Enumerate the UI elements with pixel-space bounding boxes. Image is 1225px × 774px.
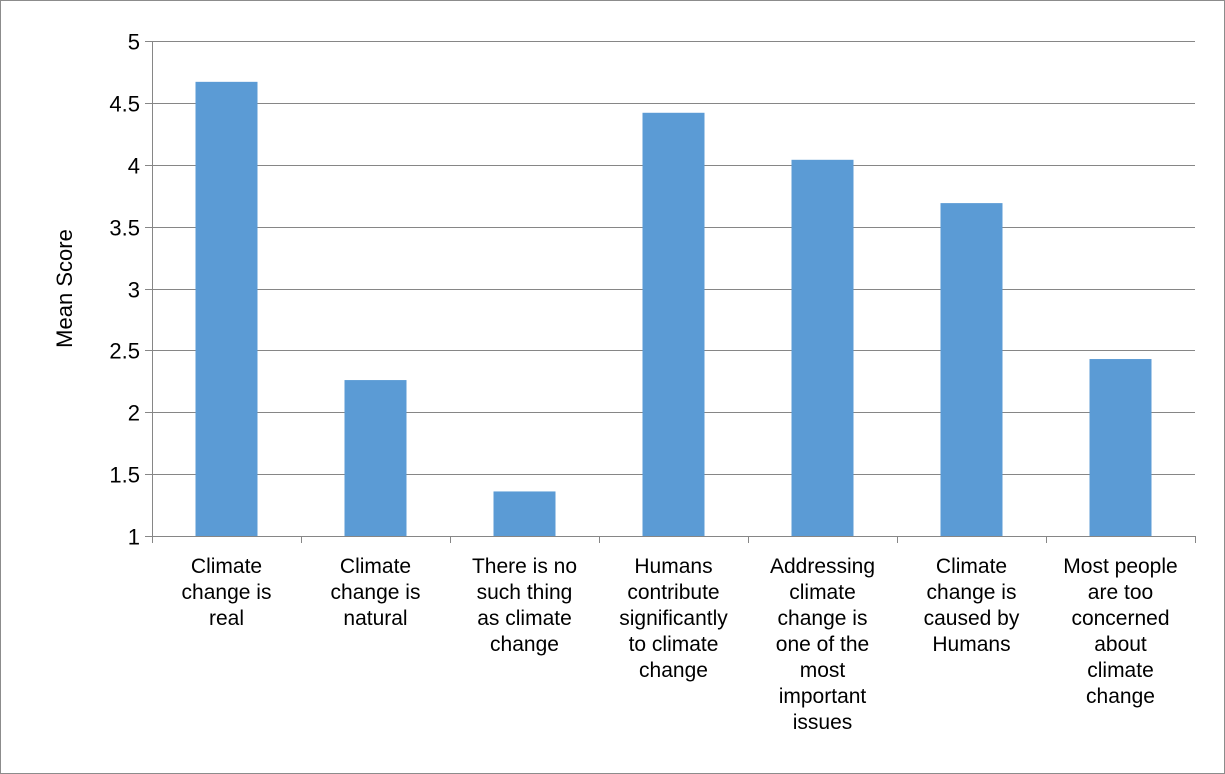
bars [195, 81, 1152, 537]
x-category-label-line: to climate [629, 633, 719, 656]
y-tick-label: 5 [128, 30, 140, 55]
x-category-label-line: Climate [936, 555, 1007, 578]
x-category-label-line: important [779, 685, 867, 708]
y-axis-title: Mean Score [52, 229, 77, 348]
x-category-label-line: natural [343, 607, 407, 630]
x-category-label: Climate change is caused by Humans [924, 555, 1020, 656]
y-tick-label: 1.5 [109, 463, 140, 488]
x-category-label-line: about [1094, 633, 1147, 656]
x-category-label-line: real [209, 607, 244, 630]
x-category-label: Addressing climate change is one of the most… [770, 555, 875, 734]
x-category-label-line: such thing [477, 581, 573, 604]
x-category-label-line: change is [331, 581, 421, 604]
x-category-label-line: climate [789, 581, 856, 604]
x-category-label-line: Humans [932, 633, 1010, 656]
y-tick-label: 3.5 [109, 216, 140, 241]
x-category-label-line: Most people [1063, 555, 1177, 578]
x-category-label: Most people are too concerned about climate c… [1063, 555, 1177, 708]
bar [344, 380, 407, 536]
x-category-label-line: caused by [924, 607, 1020, 630]
bar [791, 159, 854, 537]
x-category-label-line: Climate [340, 555, 411, 578]
x-category-label-line: change is [182, 581, 272, 604]
x-category-label-line: There is no [472, 555, 577, 578]
y-tick-label: 4.5 [109, 92, 140, 117]
x-category-label-line: most [800, 659, 846, 682]
bar [940, 203, 1003, 537]
x-category-label-line: issues [793, 711, 853, 734]
x-category-label-line: change is [927, 581, 1017, 604]
x-category-label-line: change [639, 659, 708, 682]
y-tick-label: 4 [128, 154, 140, 179]
x-category-label-line: Addressing [770, 555, 875, 578]
bar [195, 81, 258, 537]
x-category-label-line: Humans [634, 555, 712, 578]
x-category-label-line: Climate [191, 555, 262, 578]
x-category-label-line: as climate [477, 607, 572, 630]
bar [1089, 359, 1152, 536]
x-category-label-line: one of the [776, 633, 869, 656]
x-category-label: Climate change is real [182, 555, 272, 630]
x-category-label-line: concerned [1071, 607, 1169, 630]
x-category-label-line: change [490, 633, 559, 656]
x-category-labels: Climate change is real Climate change is natu… [182, 555, 1178, 734]
x-category-label: Humans contribute significantly to climate c… [619, 555, 728, 682]
x-category-label-line: change is [778, 607, 868, 630]
y-tick-label: 2 [128, 401, 140, 426]
x-category-label-line: change [1086, 685, 1155, 708]
bar [493, 491, 556, 536]
x-category-label-line: significantly [619, 607, 728, 630]
x-category-label: There is no such thing as climate change [472, 555, 577, 656]
y-tick-label: 1 [128, 525, 140, 550]
x-category-label-line: climate [1087, 659, 1154, 682]
axes [145, 41, 1196, 543]
x-category-label-line: contribute [627, 581, 719, 604]
y-tick-labels: 1 1.5 2 2.5 3 3.5 4 4.5 5 [109, 30, 140, 550]
y-tick-label: 3 [128, 278, 140, 303]
x-category-label: Climate change is natural [331, 555, 421, 630]
bar [642, 112, 705, 537]
x-category-label-line: are too [1088, 581, 1153, 604]
y-tick-label: 2.5 [109, 339, 140, 364]
